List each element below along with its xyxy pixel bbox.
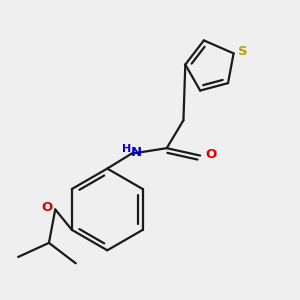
Text: S: S — [238, 45, 248, 58]
Text: H: H — [122, 144, 132, 154]
Text: O: O — [206, 148, 217, 161]
Text: N: N — [131, 146, 142, 159]
Text: O: O — [41, 201, 53, 214]
